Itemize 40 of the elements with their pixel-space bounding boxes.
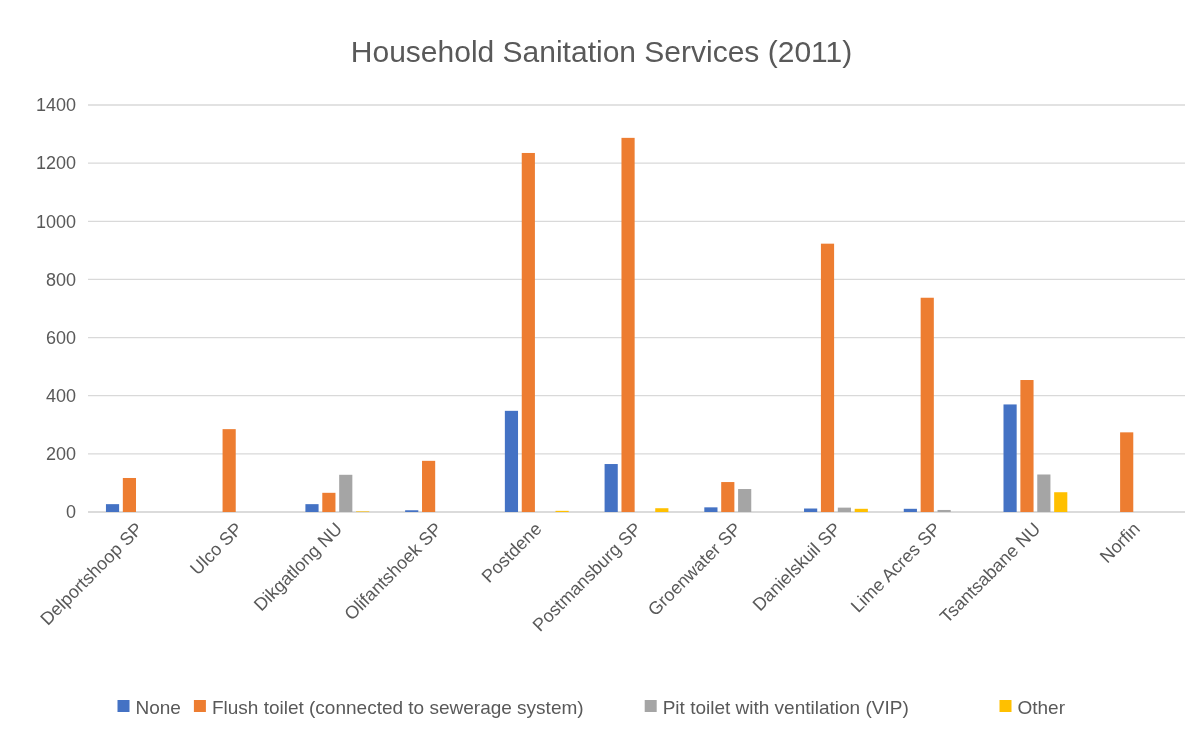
bar [854, 508, 868, 512]
bar [820, 243, 835, 512]
y-tick-label: 600 [45, 327, 76, 348]
bar [937, 509, 951, 512]
bar [604, 464, 618, 512]
bar [105, 504, 120, 512]
bar [504, 410, 519, 512]
y-tick-label: 400 [45, 386, 76, 407]
bar [422, 460, 436, 512]
legend-label: Other [1017, 696, 1066, 718]
bar [122, 477, 137, 512]
bar [621, 137, 635, 512]
legend-label: None [135, 696, 181, 718]
bar [920, 297, 934, 512]
bar [322, 492, 336, 512]
bar [1120, 432, 1134, 512]
y-tick-label: 0 [65, 502, 76, 523]
y-tick-label: 1400 [35, 95, 76, 116]
bar [721, 482, 735, 512]
bar [738, 489, 752, 512]
bar [837, 507, 851, 512]
legend-label: Flush toilet (connected to sewerage system) [211, 696, 584, 718]
legend-label: Pit toilet with ventilation (VIP) [662, 696, 909, 718]
y-tick-label: 200 [45, 444, 76, 465]
y-tick-label: 1200 [35, 153, 76, 174]
bar [655, 508, 669, 512]
y-tick-label: 800 [45, 269, 76, 290]
bar [704, 507, 718, 512]
bar [1020, 380, 1034, 512]
bar [903, 508, 917, 512]
bar [339, 474, 353, 512]
chart-title: Household Sanitation Services (2011) [350, 35, 853, 68]
bar [222, 429, 236, 512]
y-tick-label: 1000 [35, 211, 76, 232]
bar [521, 152, 535, 512]
bar [1054, 492, 1068, 512]
bar [1003, 404, 1017, 512]
x-tick-label: Ulco SP [186, 518, 247, 579]
bar [1037, 474, 1051, 512]
bar [305, 504, 319, 512]
